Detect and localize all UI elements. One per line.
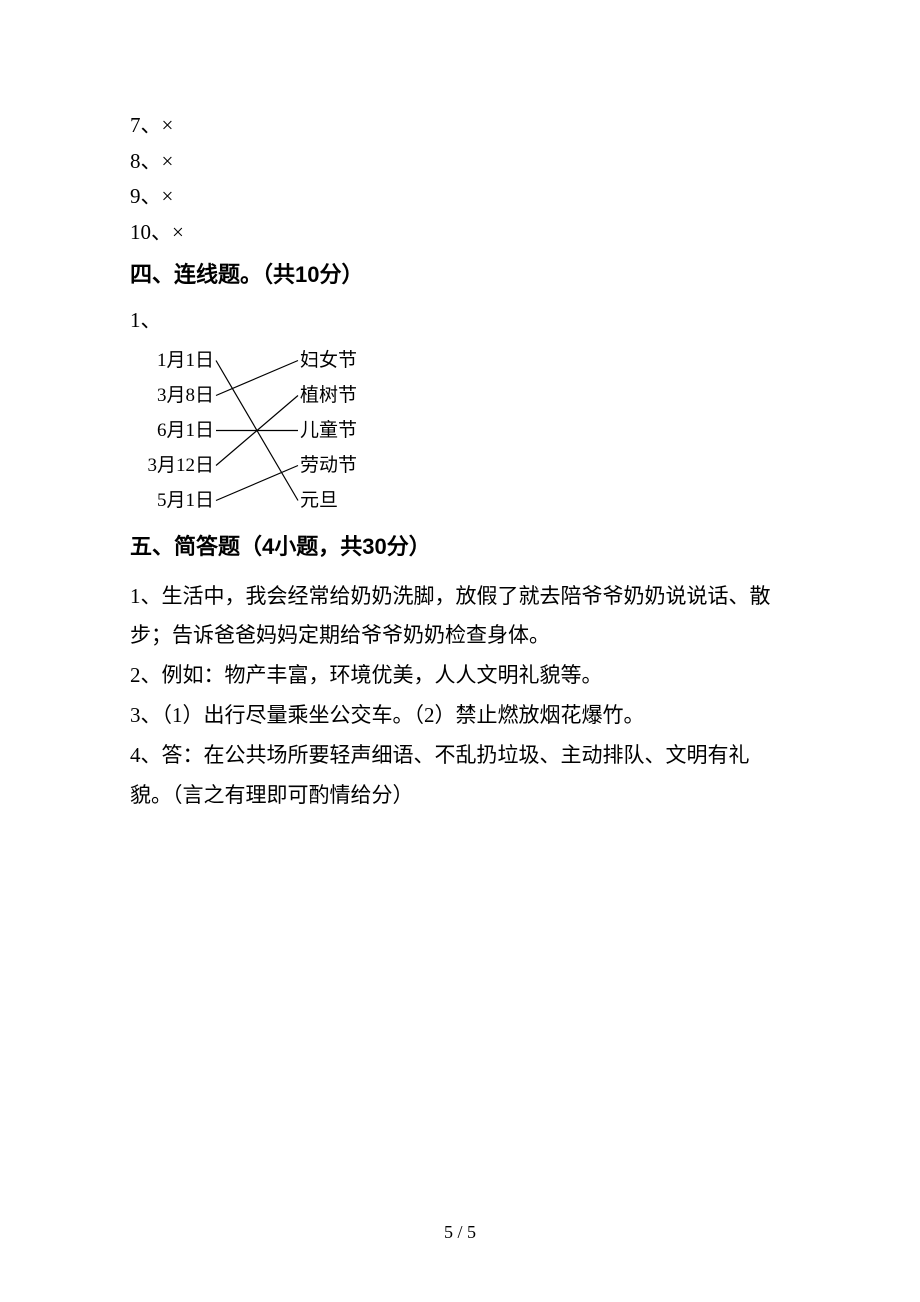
tf-answer-row: 9、× [130,181,790,213]
tf-answer-row: 10、× [130,217,790,249]
document-page: 7、× 8、× 9、× 10、× 四、连线题。（共10分） 1、 1月1日 3月… [0,0,920,1302]
matching-left-item: 6月1日 [130,413,214,448]
answer-line: 1、生活中，我会经常给奶奶洗脚，放假了就去陪爷爷奶奶说说话、散步；告诉爸爸妈妈定… [130,577,790,657]
matching-right-item: 元旦 [300,483,380,518]
matching-left-item: 1月1日 [130,343,214,378]
matching-right-column: 妇女节 植树节 儿童节 劳动节 元旦 [300,343,380,518]
tf-mark: × [162,184,174,208]
answer-line: 3、（1）出行尽量乘坐公交车。（2）禁止燃放烟花爆竹。 [130,696,790,736]
answer-line: 4、答：在公共场所要轻声细语、不乱扔垃圾、主动排队、文明有礼貌。（言之有理即可酌… [130,736,790,816]
matching-right-item: 妇女节 [300,343,380,378]
section4-item-num: 1、 [130,305,790,337]
section5-heading: 五、简答题（4小题，共30分） [130,530,790,563]
matching-diagram: 1月1日 3月8日 6月1日 3月12日 5月1日 妇女节 植树节 儿童节 劳动… [130,343,430,518]
tf-num: 8 [130,149,141,173]
tf-num: 9 [130,184,141,208]
matching-right-item: 儿童节 [300,413,380,448]
matching-left-item: 3月12日 [130,448,214,483]
matching-left-item: 5月1日 [130,483,214,518]
matching-lines-svg [214,343,300,518]
matching-left-column: 1月1日 3月8日 6月1日 3月12日 5月1日 [130,343,214,518]
tf-answer-row: 7、× [130,110,790,142]
matching-right-item: 植树节 [300,378,380,413]
tf-mark: × [172,220,184,244]
tf-num: 10 [130,220,151,244]
matching-left-item: 3月8日 [130,378,214,413]
tf-answers-block: 7、× 8、× 9、× 10、× [130,110,790,248]
tf-mark: × [162,149,174,173]
tf-answer-row: 8、× [130,146,790,178]
tf-num: 7 [130,113,141,137]
tf-mark: × [162,113,174,137]
section5-answers: 1、生活中，我会经常给奶奶洗脚，放假了就去陪爷爷奶奶说说话、散步；告诉爸爸妈妈定… [130,577,790,816]
answer-line: 2、例如：物产丰富，环境优美，人人文明礼貌等。 [130,656,790,696]
page-number-footer: 5 / 5 [0,1219,920,1246]
matching-right-item: 劳动节 [300,448,380,483]
section4-heading: 四、连线题。（共10分） [130,258,790,291]
